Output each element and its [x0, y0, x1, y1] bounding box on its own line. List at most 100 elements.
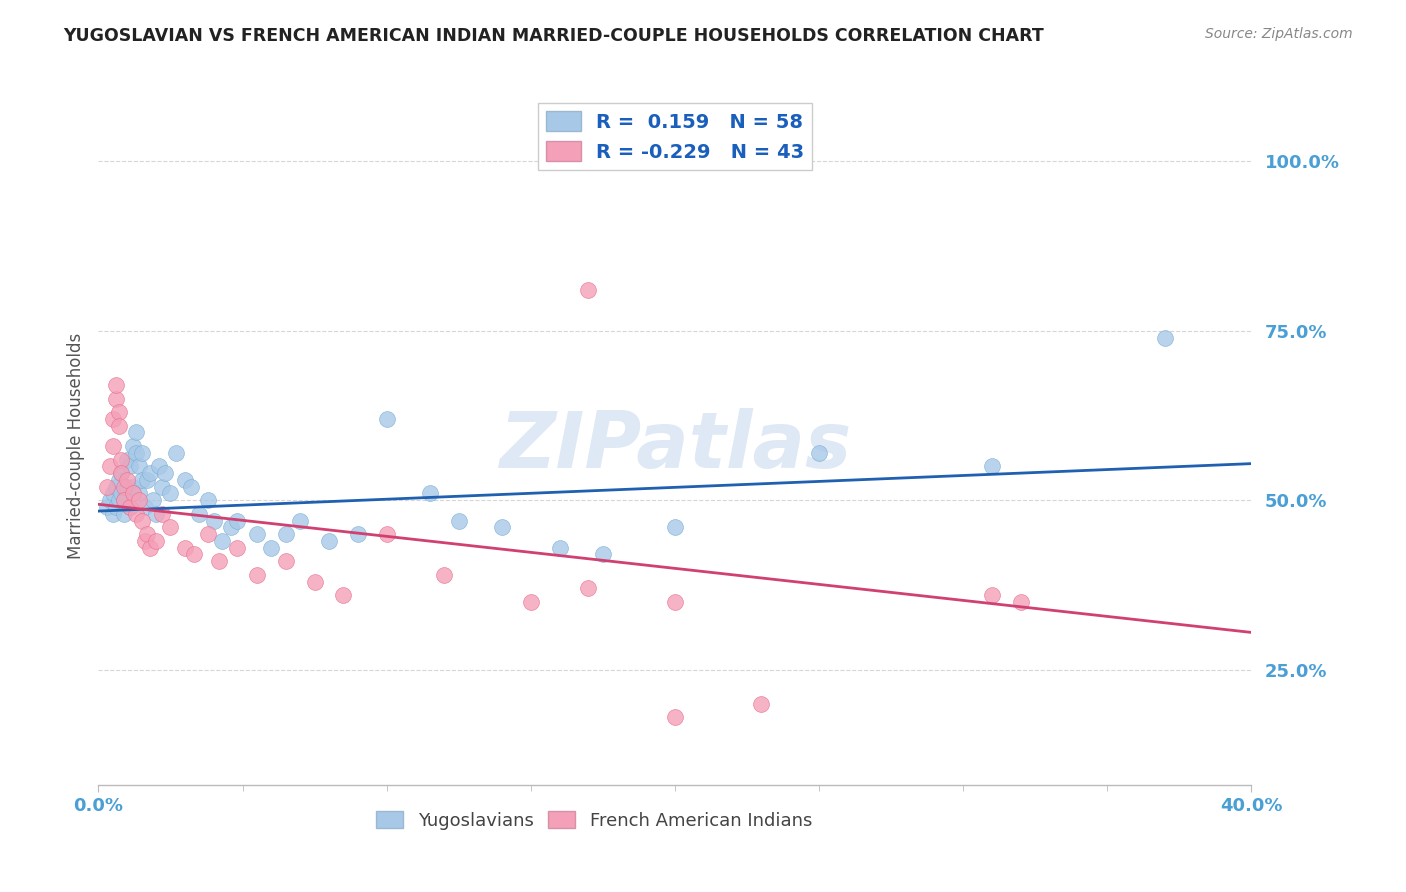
Point [139, 541, 162, 555]
Point [183, 548, 205, 562]
Point [578, 582, 600, 596]
Point [274, 554, 297, 568]
Y-axis label: Married-couple Households: Married-couple Households [66, 333, 84, 559]
Point [107, 473, 129, 487]
Point [96, 500, 118, 514]
Point [117, 480, 139, 494]
Point [134, 500, 156, 514]
Point [110, 452, 132, 467]
Point [664, 520, 686, 534]
Point [211, 533, 233, 548]
Point [104, 480, 127, 494]
Point [808, 446, 831, 460]
Point [208, 554, 231, 568]
Point [180, 480, 202, 494]
Text: ZIPatlas: ZIPatlas [499, 408, 851, 484]
Point [107, 493, 129, 508]
Point [592, 548, 614, 562]
Point [304, 574, 326, 589]
Point [664, 595, 686, 609]
Point [318, 533, 340, 548]
Point [98, 493, 121, 508]
Point [112, 493, 135, 508]
Point [117, 452, 139, 467]
Point [433, 567, 456, 582]
Point [520, 595, 543, 609]
Point [578, 283, 600, 297]
Point [153, 466, 176, 480]
Point [131, 473, 153, 487]
Point [112, 493, 135, 508]
Point [128, 493, 150, 508]
Point [110, 486, 132, 500]
Point [290, 514, 312, 528]
Point [165, 446, 187, 460]
Point [332, 588, 354, 602]
Point [139, 466, 162, 480]
Point [122, 439, 145, 453]
Point [225, 541, 247, 555]
Point [128, 486, 150, 500]
Text: Source: ZipAtlas.com: Source: ZipAtlas.com [1205, 27, 1353, 41]
Point [131, 514, 153, 528]
Point [104, 500, 127, 514]
Text: YUGOSLAVIAN VS FRENCH AMERICAN INDIAN MARRIED-COUPLE HOUSEHOLDS CORRELATION CHAR: YUGOSLAVIAN VS FRENCH AMERICAN INDIAN MA… [63, 27, 1045, 45]
Point [174, 473, 197, 487]
Point [125, 446, 148, 460]
Point [101, 507, 124, 521]
Point [150, 507, 173, 521]
Point [145, 507, 167, 521]
Point [246, 527, 269, 541]
Point [136, 527, 159, 541]
Point [219, 520, 242, 534]
Point [122, 486, 145, 500]
Point [142, 493, 165, 508]
Point [107, 418, 129, 433]
Point [260, 541, 283, 555]
Point [112, 480, 135, 494]
Point [101, 412, 124, 426]
Point [112, 507, 135, 521]
Point [104, 378, 127, 392]
Point [491, 520, 513, 534]
Point [98, 459, 121, 474]
Point [104, 392, 127, 406]
Point [122, 480, 145, 494]
Point [246, 567, 269, 582]
Point [101, 486, 124, 500]
Point [128, 459, 150, 474]
Point [117, 473, 139, 487]
Point [150, 480, 173, 494]
Point [375, 527, 398, 541]
Point [101, 439, 124, 453]
Point [136, 473, 159, 487]
Point [375, 412, 398, 426]
Point [197, 493, 219, 508]
Point [131, 446, 153, 460]
Point [174, 541, 197, 555]
Point [197, 527, 219, 541]
Point [548, 541, 571, 555]
Point [125, 425, 148, 440]
Point [1010, 595, 1032, 609]
Point [145, 533, 167, 548]
Point [120, 459, 142, 474]
Point [159, 486, 181, 500]
Point [107, 405, 129, 419]
Point [751, 697, 773, 711]
Point [125, 507, 148, 521]
Point [225, 514, 247, 528]
Point [981, 588, 1004, 602]
Point [159, 520, 181, 534]
Point [120, 500, 142, 514]
Point [134, 533, 156, 548]
Point [346, 527, 368, 541]
Point [148, 459, 170, 474]
Point [664, 710, 686, 724]
Legend: Yugoslavians, French American Indians: Yugoslavians, French American Indians [370, 805, 820, 837]
Point [120, 500, 142, 514]
Point [447, 514, 470, 528]
Point [110, 466, 132, 480]
Point [274, 527, 297, 541]
Point [419, 486, 441, 500]
